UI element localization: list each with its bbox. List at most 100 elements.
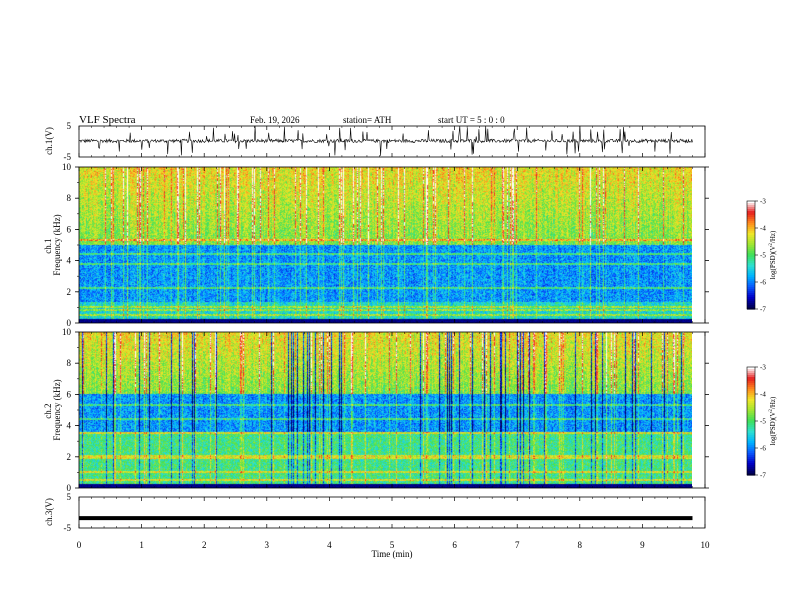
colorbar-swatch <box>747 265 755 268</box>
colorbar-swatch <box>747 449 755 452</box>
date-label: Feb. 19, 2026 <box>250 115 300 125</box>
colorbar-swatch <box>747 421 755 424</box>
colorbar-swatch <box>747 229 755 232</box>
colorbar-swatch <box>747 447 755 450</box>
colorbar-label: log(PSD)(V2/Hz) <box>769 230 777 279</box>
colorbar-swatch <box>747 209 755 212</box>
colorbar-swatch <box>747 271 755 274</box>
ch1-waveform-trace <box>79 125 693 156</box>
colorbar-swatch <box>747 257 755 260</box>
colorbar-swatch <box>747 243 755 246</box>
colorbar-swatch <box>747 435 755 438</box>
colorbar-swatch <box>747 285 755 288</box>
colorbar-swatch <box>747 407 755 410</box>
ch3-waveform-panel: 5 -5 ch.3(V) <box>44 492 706 533</box>
time-tick-label: 9 <box>640 540 645 550</box>
colorbar-swatch <box>747 417 755 420</box>
colorbar-swatch <box>747 385 755 388</box>
colorbar-swatch <box>747 393 755 396</box>
freq-ytick-label: 6 <box>67 224 72 234</box>
colorbar-swatch <box>747 453 755 456</box>
colorbar-swatch <box>747 413 755 416</box>
colorbar-swatch <box>747 295 755 298</box>
colorbar-swatch <box>747 287 755 290</box>
ch2-ylabel-frequency: Frequency (kHz) <box>52 379 62 440</box>
colorbar-swatch <box>747 261 755 264</box>
colorbar-tick-label: -3 <box>760 364 766 372</box>
freq-ytick-label: 8 <box>67 193 72 203</box>
colorbar-swatch <box>747 207 755 210</box>
ch2-spectrogram-ylabel: ch.2 Frequency (kHz) <box>43 379 62 440</box>
colorbar-swatch <box>747 203 755 206</box>
colorbar-swatch <box>747 277 755 280</box>
colorbar-swatch <box>747 263 755 266</box>
colorbar-swatch <box>747 249 755 252</box>
colorbar-label: log(PSD)(V2/Hz) <box>769 396 777 445</box>
time-tick-label: 2 <box>202 540 207 550</box>
colorbar-swatch <box>747 455 755 458</box>
ch1-spectrogram-heatmap <box>79 167 692 323</box>
colorbar-swatch <box>747 441 755 444</box>
colorbar-swatch <box>747 299 755 302</box>
colorbar-swatch <box>747 307 755 310</box>
ch1-spectrogram-ylabel: ch.1 Frequency (kHz) <box>43 214 62 275</box>
colorbar-swatch <box>747 431 755 434</box>
colorbar-swatch <box>747 227 755 230</box>
colorbar-swatch <box>747 465 755 468</box>
colorbar-swatch <box>747 259 755 262</box>
colorbar-swatch <box>747 467 755 470</box>
time-xaxis: 0 1 2 3 4 5 6 7 8 9 10 <box>77 126 710 550</box>
ch1-colorbar: -3 -4 -5 -6 -7 log(PSD)(V2/Hz) <box>746 198 777 314</box>
colorbar-swatch <box>747 215 755 218</box>
time-tick-label: 5 <box>390 540 395 550</box>
ch1-waveform-panel: 5 -5 ch.1(V) <box>44 121 706 162</box>
colorbar-swatch <box>747 473 755 476</box>
colorbar-label-superscript: 2 <box>769 409 774 412</box>
ch2-colorbar: -3 -4 -5 -6 -7 log(PSD)(V2/Hz) <box>746 364 777 480</box>
colorbar-swatch <box>747 205 755 208</box>
time-xlabel: Time (min) <box>372 549 413 559</box>
colorbar-swatch <box>747 221 755 224</box>
colorbar-swatch <box>747 273 755 276</box>
ch3-waveform-frame <box>78 496 706 529</box>
ch3-volts-ylabel: ch.3(V) <box>44 498 54 526</box>
colorbar-swatch <box>747 237 755 240</box>
freq-ytick-label: 0 <box>67 483 72 493</box>
freq-ytick-label: 0 <box>67 318 72 328</box>
colorbar-swatch <box>747 445 755 448</box>
colorbar-tick-label: -4 <box>760 225 766 233</box>
colorbar-swatch <box>747 401 755 404</box>
colorbar-swatch <box>747 437 755 440</box>
colorbar-tick-label: -4 <box>760 391 766 399</box>
start-ut-label: start UT = 5 : 0 : 0 <box>438 115 505 125</box>
freq-ytick-label: 6 <box>67 389 72 399</box>
colorbar-swatch <box>747 375 755 378</box>
colorbar-swatch <box>747 291 755 294</box>
colorbar-swatch <box>747 439 755 442</box>
colorbar-swatch <box>747 451 755 454</box>
ch3-ytick-bottom: -5 <box>64 523 72 533</box>
colorbar-swatch <box>747 267 755 270</box>
time-tick-label: 10 <box>701 540 711 550</box>
colorbar-swatch <box>747 303 755 306</box>
colorbar-swatch <box>747 457 755 460</box>
colorbar-label-part: log(PSD)(V <box>769 412 777 446</box>
freq-ytick-label: 10 <box>62 327 72 337</box>
colorbar-swatch <box>747 411 755 414</box>
colorbar-swatch <box>747 443 755 446</box>
colorbar-label-part: /Hz) <box>769 396 777 409</box>
colorbar-swatch <box>747 297 755 300</box>
colorbar-label-part: /Hz) <box>769 230 777 243</box>
colorbar-swatch <box>747 233 755 236</box>
colorbar-tick-label: -5 <box>760 418 766 426</box>
colorbar-swatch <box>747 235 755 238</box>
colorbar-swatch <box>747 423 755 426</box>
colorbar-tick-label: -6 <box>760 279 766 287</box>
colorbar-swatch <box>747 251 755 254</box>
colorbar-swatch <box>747 469 755 472</box>
colorbar-swatch <box>747 293 755 296</box>
freq-ytick-label: 2 <box>67 287 72 297</box>
time-tick-label: 0 <box>77 540 82 550</box>
freq-ytick-label: 8 <box>67 358 72 368</box>
colorbar-swatch <box>747 253 755 256</box>
